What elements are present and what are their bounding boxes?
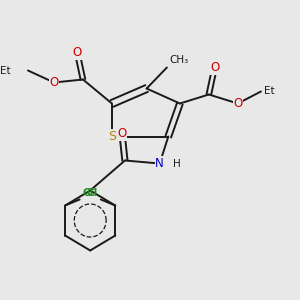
Text: N: N xyxy=(155,157,164,170)
Text: CH₃: CH₃ xyxy=(170,55,189,64)
Text: O: O xyxy=(50,76,59,89)
Text: Et: Et xyxy=(0,65,11,76)
Text: O: O xyxy=(210,61,219,74)
Text: H: H xyxy=(173,159,180,170)
Text: O: O xyxy=(117,127,127,140)
Text: S: S xyxy=(108,130,116,143)
Text: Cl: Cl xyxy=(82,188,94,198)
Text: Et: Et xyxy=(264,86,274,97)
Text: O: O xyxy=(233,97,242,110)
Text: O: O xyxy=(73,46,82,59)
Text: Cl: Cl xyxy=(87,188,98,198)
